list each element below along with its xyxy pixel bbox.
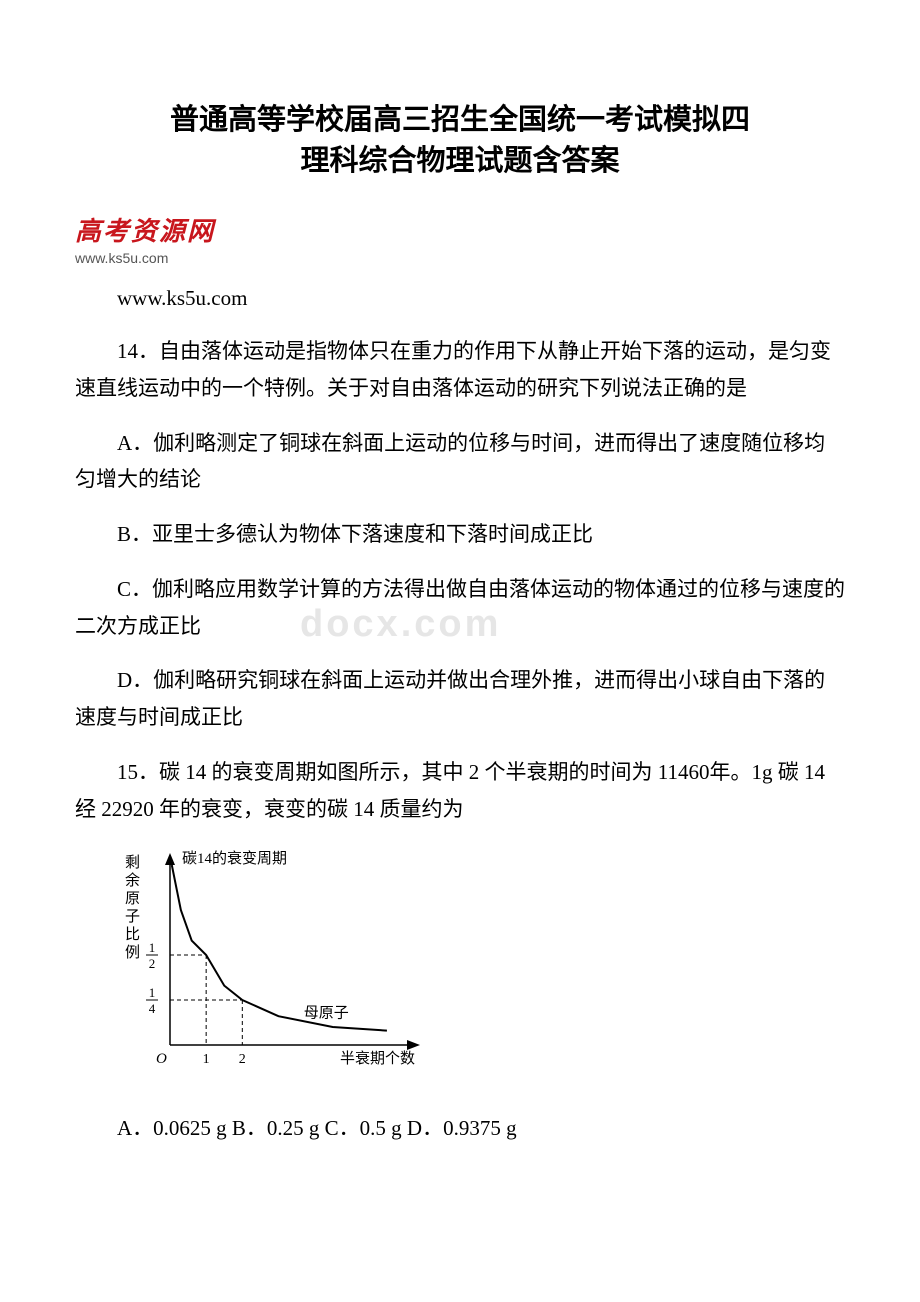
q15-options: A．0.0625 g B．0.25 g C．0.5 g D．0.9375 g [75,1110,845,1147]
title-line-2: 理科综合物理试题含答案 [75,141,845,182]
q14-option-b: B．亚里士多德认为物体下落速度和下落时间成正比 [75,516,845,553]
svg-text:原: 原 [125,891,140,907]
document-title: 普通高等学校届高三招生全国统一考试模拟四 理科综合物理试题含答案 [75,100,845,181]
decay-chart: 剩余原子比例碳14的衰变周期121412O半衰期个数母原子 [115,845,845,1075]
watermark-row: docx.com C．伽利略应用数学计算的方法得出做自由落体运动的物体通过的位移… [75,571,845,645]
svg-text:半衰期个数: 半衰期个数 [340,1050,415,1067]
svg-text:2: 2 [239,1052,246,1067]
q14-stem: 14．自由落体运动是指物体只在重力的作用下从静止开始下落的运动，是匀变速直线运动… [75,333,845,407]
q15-stem: 15．碳 14 的衰变周期如图所示，其中 2 个半衰期的时间为 11460年。1… [75,754,845,828]
logo-block: 高考资源网 www.ks5u.com [75,211,845,266]
source-url: www.ks5u.com [75,286,845,311]
logo-text: 高考资源网 [75,211,845,248]
svg-text:余: 余 [125,871,140,889]
svg-text:剩: 剩 [125,854,140,871]
svg-text:4: 4 [149,1001,156,1016]
svg-text:1: 1 [149,985,156,1000]
q14-option-a: A．伽利略测定了铜球在斜面上运动的位移与时间，进而得出了速度随位移均匀增大的结论 [75,425,845,499]
svg-text:例: 例 [125,944,140,961]
svg-text:1: 1 [149,940,156,955]
logo-url: www.ks5u.com [75,250,845,266]
title-line-1: 普通高等学校届高三招生全国统一考试模拟四 [75,100,845,141]
chart-svg: 剩余原子比例碳14的衰变周期121412O半衰期个数母原子 [115,845,425,1075]
svg-text:2: 2 [149,956,156,971]
svg-text:碳14的衰变周期: 碳14的衰变周期 [182,850,287,867]
svg-text:O: O [156,1051,167,1067]
svg-text:1: 1 [203,1052,210,1067]
q14-option-c: C．伽利略应用数学计算的方法得出做自由落体运动的物体通过的位移与速度的二次方成正… [75,571,845,645]
svg-text:子: 子 [125,908,140,925]
q14-option-d: D．伽利略研究铜球在斜面上运动并做出合理外推，进而得出小球自由下落的速度与时间成… [75,662,845,736]
svg-text:母原子: 母原子 [304,1005,349,1022]
svg-text:比: 比 [125,926,140,943]
